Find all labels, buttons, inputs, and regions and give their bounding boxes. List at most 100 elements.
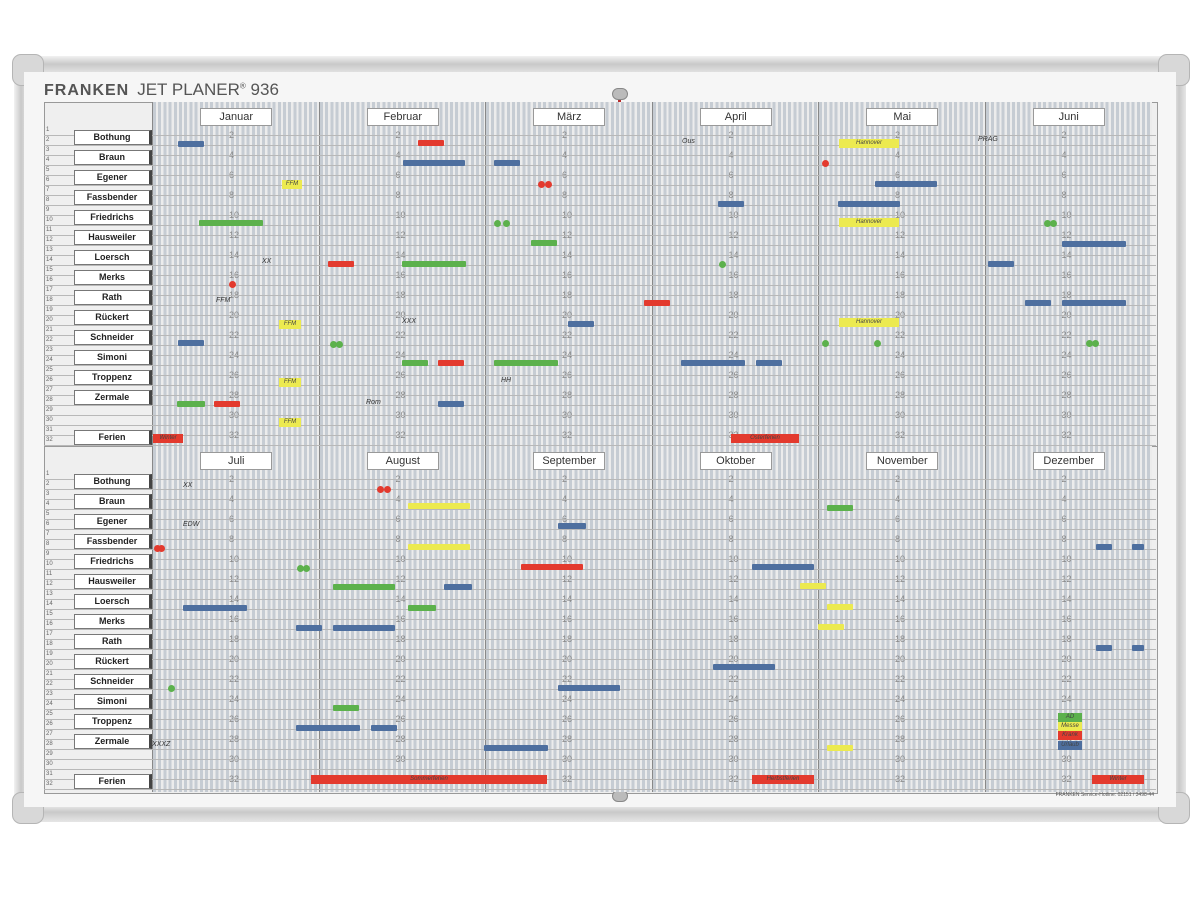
red-dot-marker[interactable]	[822, 160, 829, 167]
blue-marker[interactable]	[988, 261, 1014, 267]
blue-marker[interactable]	[484, 745, 548, 751]
legend-chip[interactable]: Messe	[1058, 722, 1082, 731]
red-marker[interactable]	[418, 140, 444, 146]
green-dot-marker[interactable]	[303, 565, 310, 572]
employee-name-tab[interactable]: Rath	[74, 634, 152, 649]
employee-name-tab[interactable]: Loersch	[74, 594, 152, 609]
blue-marker[interactable]	[403, 160, 465, 166]
yellow-marker[interactable]	[827, 604, 853, 610]
yellow-marker[interactable]	[818, 624, 844, 630]
employee-name-tab[interactable]: Schneider	[74, 330, 152, 345]
blue-marker[interactable]	[1062, 300, 1126, 306]
blue-marker[interactable]	[875, 181, 937, 187]
employee-name-tab[interactable]: Rath	[74, 290, 152, 305]
yellow-marker[interactable]	[827, 745, 853, 751]
green-marker[interactable]	[333, 705, 359, 711]
legend-chip[interactable]: Krank	[1058, 731, 1082, 740]
holiday-chip[interactable]: Osterferien	[731, 434, 799, 443]
red-marker[interactable]	[328, 261, 354, 267]
red-dot-marker[interactable]	[377, 486, 384, 493]
note-chip[interactable]: Hannover	[839, 139, 899, 148]
blue-marker[interactable]	[1025, 300, 1051, 306]
employee-name-tab[interactable]: Bothung	[74, 474, 152, 489]
employee-name-tab[interactable]: Braun	[74, 150, 152, 165]
red-marker[interactable]	[214, 401, 240, 407]
employee-name-tab[interactable]: Fassbender	[74, 190, 152, 205]
green-dot-marker[interactable]	[336, 341, 343, 348]
employee-name-tab[interactable]: Rückert	[74, 654, 152, 669]
blue-marker[interactable]	[1062, 241, 1126, 247]
employee-name-tab[interactable]: Bothung	[74, 130, 152, 145]
blue-marker[interactable]	[756, 360, 782, 366]
blue-marker[interactable]	[558, 685, 620, 691]
employee-name-tab[interactable]: Troppenz	[74, 370, 152, 385]
employee-name-tab[interactable]: Egener	[74, 514, 152, 529]
employee-name-tab[interactable]: Merks	[74, 614, 152, 629]
blue-marker[interactable]	[1096, 544, 1112, 550]
green-marker[interactable]	[408, 605, 436, 611]
employee-name-tab[interactable]: Loersch	[74, 250, 152, 265]
green-dot-marker[interactable]	[330, 341, 337, 348]
blue-marker[interactable]	[1132, 645, 1144, 651]
blue-marker[interactable]	[1096, 645, 1112, 651]
green-dot-marker[interactable]	[719, 261, 726, 268]
employee-name-tab[interactable]: Hausweiler	[74, 574, 152, 589]
note-chip[interactable]: Hannover	[839, 218, 899, 227]
employee-name-tab[interactable]: Friedrichs	[74, 210, 152, 225]
red-dot-marker[interactable]	[384, 486, 391, 493]
green-marker[interactable]	[531, 240, 557, 246]
employee-name-tab[interactable]: Simoni	[74, 694, 152, 709]
holiday-chip[interactable]: Winter	[1092, 775, 1144, 784]
yellow-marker[interactable]	[800, 583, 826, 589]
blue-marker[interactable]	[438, 401, 464, 407]
employee-name-tab[interactable]: Schneider	[74, 674, 152, 689]
green-marker[interactable]	[333, 584, 395, 590]
note-chip[interactable]: FFM	[279, 418, 301, 427]
note-chip[interactable]: FFM	[282, 180, 302, 189]
blue-marker[interactable]	[178, 141, 204, 147]
green-dot-marker[interactable]	[1092, 340, 1099, 347]
green-dot-marker[interactable]	[1050, 220, 1057, 227]
blue-marker[interactable]	[1132, 544, 1144, 550]
note-chip[interactable]: Hannover	[839, 318, 899, 327]
red-dot-marker[interactable]	[545, 181, 552, 188]
employee-name-tab[interactable]: Braun	[74, 494, 152, 509]
blue-marker[interactable]	[371, 725, 397, 731]
legend-chip[interactable]: AD	[1058, 713, 1082, 722]
employee-name-tab[interactable]: Zermale	[74, 390, 152, 405]
cord-holder[interactable]	[612, 88, 628, 100]
green-marker[interactable]	[177, 401, 205, 407]
green-dot-marker[interactable]	[503, 220, 510, 227]
employee-name-tab[interactable]: Rückert	[74, 310, 152, 325]
red-marker[interactable]	[521, 564, 583, 570]
green-marker[interactable]	[199, 220, 263, 226]
holiday-row-tab[interactable]: Ferien	[74, 774, 152, 789]
red-marker[interactable]	[644, 300, 670, 306]
employee-name-tab[interactable]: Simoni	[74, 350, 152, 365]
blue-marker[interactable]	[183, 605, 247, 611]
green-dot-marker[interactable]	[1086, 340, 1093, 347]
blue-marker[interactable]	[444, 584, 472, 590]
blue-marker[interactable]	[178, 340, 204, 346]
employee-name-tab[interactable]: Zermale	[74, 734, 152, 749]
blue-marker[interactable]	[296, 725, 360, 731]
employee-name-tab[interactable]: Egener	[74, 170, 152, 185]
green-marker[interactable]	[494, 360, 558, 366]
note-chip[interactable]: FFM	[279, 378, 301, 387]
blue-marker[interactable]	[681, 360, 745, 366]
green-dot-marker[interactable]	[494, 220, 501, 227]
green-marker[interactable]	[827, 505, 853, 511]
blue-marker[interactable]	[713, 664, 775, 670]
holiday-chip[interactable]: Herbstferien	[752, 775, 814, 784]
employee-name-tab[interactable]: Fassbender	[74, 534, 152, 549]
green-marker[interactable]	[402, 261, 466, 267]
red-dot-marker[interactable]	[158, 545, 165, 552]
employee-name-tab[interactable]: Friedrichs	[74, 554, 152, 569]
note-chip[interactable]: FFM	[279, 320, 301, 329]
employee-name-tab[interactable]: Hausweiler	[74, 230, 152, 245]
legend-chip[interactable]: Urlaub	[1058, 741, 1082, 750]
green-dot-marker[interactable]	[297, 565, 304, 572]
red-dot-marker[interactable]	[538, 181, 545, 188]
blue-marker[interactable]	[838, 201, 900, 207]
green-marker[interactable]	[402, 360, 428, 366]
